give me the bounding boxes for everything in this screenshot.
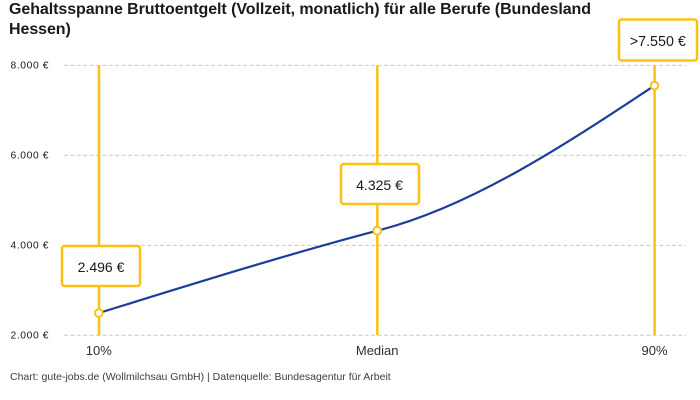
svg-text:>7.550 €: >7.550 € [630,34,686,50]
svg-text:8.000 €: 8.000 € [11,61,50,72]
svg-text:Median: Median [356,343,399,358]
svg-text:4.000 €: 4.000 € [11,240,50,251]
svg-text:90%: 90% [641,343,667,358]
svg-text:6.000 €: 6.000 € [11,151,50,162]
svg-text:4.325 €: 4.325 € [356,177,403,193]
svg-text:2.496 €: 2.496 € [78,259,125,275]
svg-text:2.000 €: 2.000 € [11,330,50,341]
svg-text:10%: 10% [86,343,112,358]
